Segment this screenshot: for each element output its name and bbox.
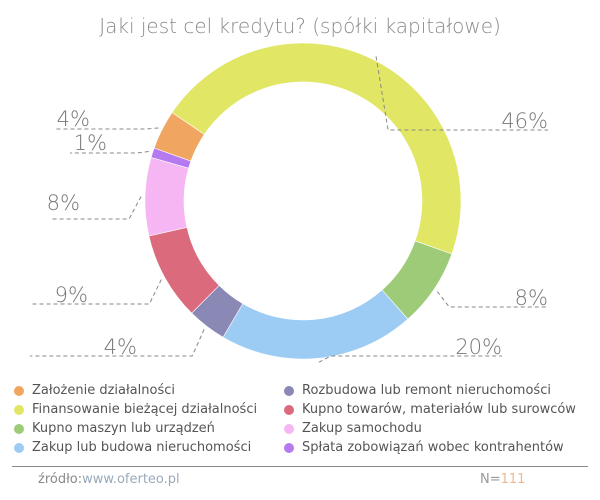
legend-dot-icon [284,423,294,434]
legend-label: Kupno towarów, materiałów lub surowców [302,402,576,417]
legend-label: Kupno maszyn lub urządzeń [32,421,215,436]
sample-size: N=111 [480,472,525,487]
leader-line-2 [318,355,502,363]
n-value: 111 [500,472,526,487]
legend-item: Zakup samochodu [284,421,594,436]
n-label: N= [480,472,501,487]
data-label-0: 46% [501,109,548,133]
legend-label: Założenie działalności [32,383,175,398]
legend-dot-icon [284,442,294,453]
legend-label: Rozbudowa lub remont nieruchomości [302,383,551,398]
legend-label: Zakup lub budowa nieruchomości [32,440,252,455]
legend-dot-icon [284,404,294,415]
leader-line-4 [30,279,162,305]
legend-item: Założenie działalności [14,383,284,398]
legend-item: Kupno towarów, materiałów lub surowców [284,402,594,417]
donut-chart: 46%8%20%4%9%8%1%4% [30,42,548,363]
data-label-3: 4% [104,335,137,359]
leader-line-5 [50,196,142,220]
source: źródło:www.oferteo.pl [38,472,180,487]
leader-line-6 [70,150,149,154]
legend-label: Zakup samochodu [302,421,422,436]
legend-item: Zakup lub budowa nieruchomości [14,440,284,455]
chart-title: Jaki jest cel kredytu? (spółki kapitałow… [99,14,501,38]
slice-5 [144,157,189,237]
leader-line-3 [30,329,205,357]
data-label-7: 4% [57,107,90,131]
legend-label: Finansowanie bieżącej działalności [32,402,258,417]
legend-label: Spłata zobowiązań wobec kontrahentów [302,440,564,455]
slice-7 [153,112,205,162]
legend-dot-icon [14,385,24,396]
source-link[interactable]: www.oferteo.pl [82,472,180,487]
source-label: źródło: [38,472,83,487]
data-label-6: 1% [74,131,107,155]
legend-dot-icon [14,423,24,434]
slice-0 [171,42,462,255]
legend-item: Finansowanie bieżącej działalności [14,402,284,417]
data-label-4: 9% [55,283,88,307]
leader-line-7 [55,127,159,130]
legend-item: Spłata zobowiązań wobec kontrahentów [284,440,594,455]
leader-line-1 [436,291,548,308]
leader-line-0 [375,56,548,131]
legend-item: Rozbudowa lub remont nieruchomości [284,383,594,398]
divider [12,466,588,467]
slice-2 [222,289,409,360]
legend-item: Kupno maszyn lub urządzeń [14,421,284,436]
data-label-1: 8% [515,286,548,310]
data-label-5: 8% [47,191,80,215]
legend-dot-icon [284,385,294,396]
legend: Założenie działalności Rozbudowa lub remo… [14,383,594,455]
legend-dot-icon [14,442,24,453]
data-label-2: 20% [455,335,502,359]
legend-dot-icon [14,404,24,415]
